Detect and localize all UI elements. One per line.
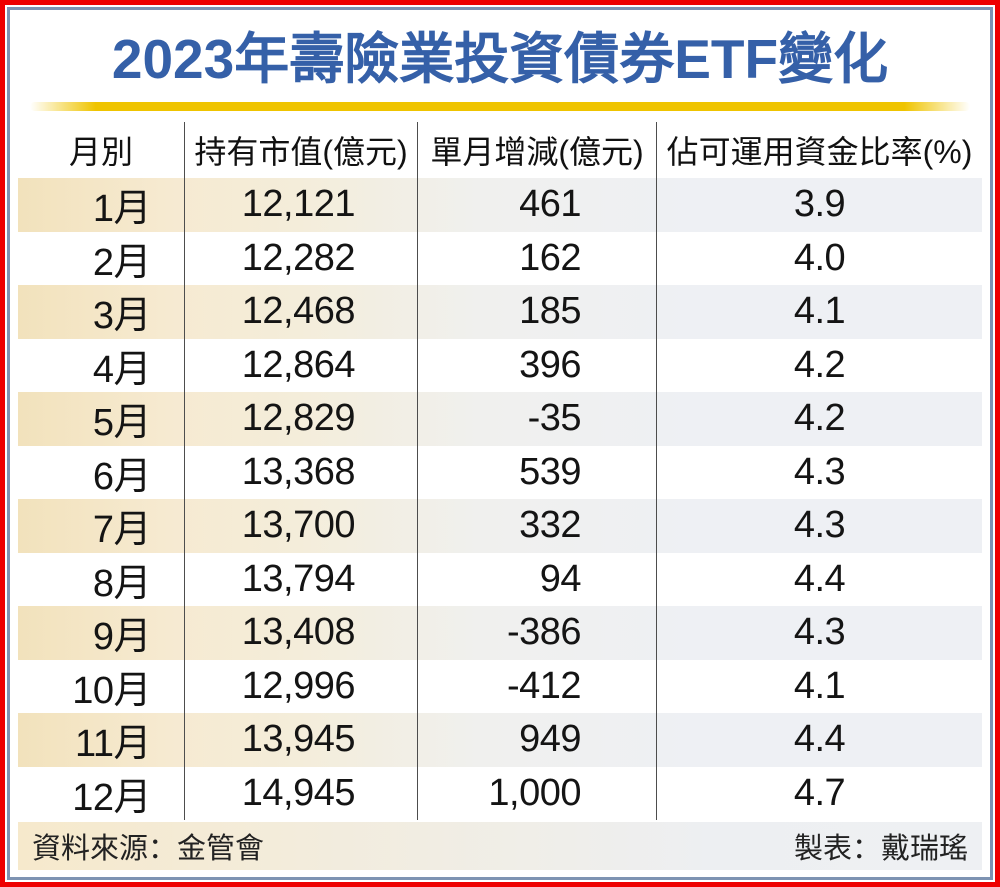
cell-market-value: 13,408 [185, 606, 418, 660]
cell-month: 10月 [18, 659, 185, 713]
col-header-monthly-change: 單月增減(億元) [418, 122, 657, 178]
cell-month: 9月 [18, 606, 185, 660]
cell-monthly-change: -386 [418, 606, 657, 660]
cell-market-value: 13,368 [185, 445, 418, 499]
cell-fund-ratio: 4.0 [793, 236, 846, 279]
credit-note: 製表：戴瑞瑤 [793, 833, 968, 865]
cell-fund-ratio: 4.4 [793, 557, 846, 600]
cell-monthly-change: 539 [418, 445, 657, 499]
cell-market-value: 12,996 [185, 659, 418, 713]
table-body: 1月 12,121 461 3.9 2月 12,282 162 4.0 3月 1… [18, 178, 982, 820]
table-row: 9月 13,408 -386 4.3 [18, 606, 982, 660]
page-title: 2023年壽險業投資債券ETF變化 [111, 28, 889, 90]
cell-month: 3月 [18, 285, 185, 339]
col-header-market-value: 持有市值(億元) [185, 122, 418, 178]
table-row: 12月 14,945 1,000 4.7 [18, 766, 982, 820]
table-header-row: 月別 持有市值(億元) 單月增減(億元) 佔可運用資金比率(%) [18, 122, 982, 178]
cell-fund-ratio: 4.2 [793, 343, 846, 386]
cell-market-value: 12,468 [185, 285, 418, 339]
cell-month: 12月 [18, 766, 185, 820]
cell-fund-ratio: 4.3 [793, 611, 846, 654]
cell-month: 6月 [18, 445, 185, 499]
cell-fund-ratio: 4.3 [793, 504, 846, 547]
cell-monthly-change: 461 [418, 178, 657, 232]
cell-market-value: 14,945 [185, 766, 418, 820]
gold-divider [30, 102, 970, 111]
cell-month: 7月 [18, 499, 185, 553]
cell-monthly-change: 94 [418, 552, 657, 606]
cell-market-value: 12,121 [185, 178, 418, 232]
cell-market-value: 13,700 [185, 499, 418, 553]
cell-fund-ratio: 4.3 [793, 450, 846, 493]
cell-market-value: 12,829 [185, 392, 418, 446]
table-row: 1月 12,121 461 3.9 [18, 178, 982, 232]
cell-month: 2月 [18, 231, 185, 285]
cell-monthly-change: 185 [418, 285, 657, 339]
cell-month: 5月 [18, 392, 185, 446]
data-table: 月別 持有市值(億元) 單月增減(億元) 佔可運用資金比率(%) 1月 12,1… [18, 122, 982, 870]
cell-market-value: 13,945 [185, 713, 418, 767]
cell-month: 8月 [18, 552, 185, 606]
cell-market-value: 12,282 [185, 231, 418, 285]
table-row: 5月 12,829 -35 4.2 [18, 392, 982, 446]
cell-monthly-change: 396 [418, 338, 657, 392]
cell-monthly-change: -35 [418, 392, 657, 446]
cell-month: 1月 [18, 178, 185, 232]
table-row: 3月 12,468 185 4.1 [18, 285, 982, 339]
col-header-month: 月別 [18, 122, 185, 178]
blue-frame: 2023年壽險業投資債券ETF變化 月別 持有市值(億元) 單月增減(億元) 佔… [7, 7, 993, 880]
cell-monthly-change: 949 [418, 713, 657, 767]
cell-month: 4月 [18, 338, 185, 392]
cell-fund-ratio: 4.2 [793, 397, 846, 440]
table-row: 6月 13,368 539 4.3 [18, 445, 982, 499]
cell-market-value: 13,794 [185, 552, 418, 606]
cell-monthly-change: 332 [418, 499, 657, 553]
table-row: 2月 12,282 162 4.0 [18, 231, 982, 285]
cell-market-value: 12,864 [185, 338, 418, 392]
cell-fund-ratio: 4.1 [793, 664, 846, 707]
cell-fund-ratio: 4.7 [793, 771, 846, 814]
source-note: 資料來源：金管會 [32, 833, 265, 865]
cell-fund-ratio: 4.4 [793, 718, 846, 761]
table-row: 8月 13,794 94 4.4 [18, 552, 982, 606]
table-row: 11月 13,945 949 4.4 [18, 713, 982, 767]
cell-fund-ratio: 4.1 [793, 290, 846, 333]
col-header-fund-ratio: 佔可運用資金比率(%) [666, 134, 973, 170]
cell-month: 11月 [18, 713, 185, 767]
cell-fund-ratio: 3.9 [793, 183, 846, 226]
table-footer: 資料來源：金管會 製表：戴瑞瑤 [18, 822, 982, 870]
cell-monthly-change: 162 [418, 231, 657, 285]
table-row: 10月 12,996 -412 4.1 [18, 659, 982, 713]
cell-monthly-change: -412 [418, 659, 657, 713]
table-row: 4月 12,864 396 4.2 [18, 338, 982, 392]
table-row: 7月 13,700 332 4.3 [18, 499, 982, 553]
cell-monthly-change: 1,000 [418, 766, 657, 820]
